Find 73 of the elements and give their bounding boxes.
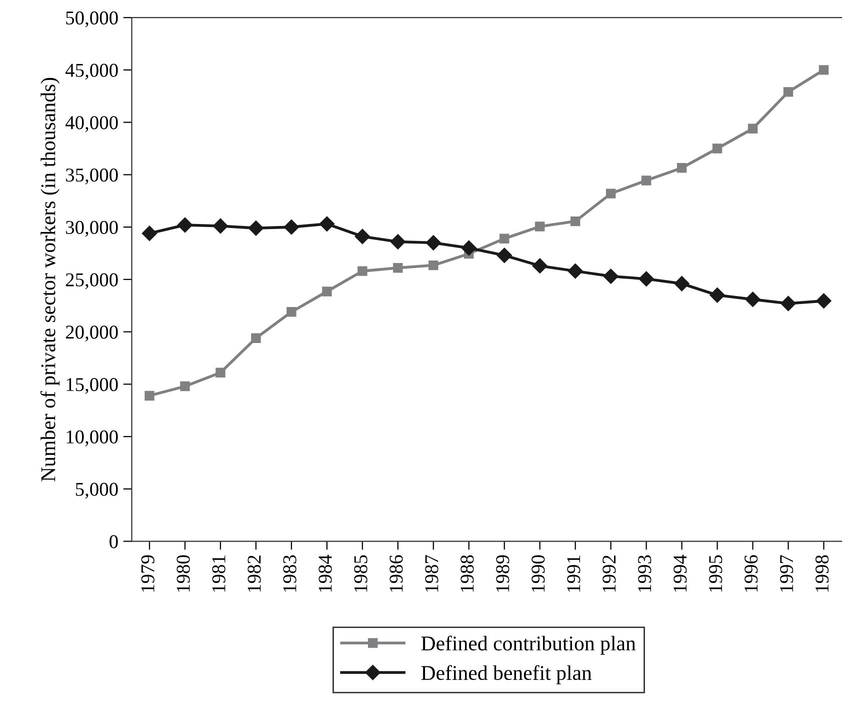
x-tick-label: 1982 [248, 556, 261, 592]
point [780, 296, 796, 312]
point [393, 263, 403, 273]
point [500, 234, 510, 244]
x-tick-label: 1983 [283, 555, 296, 592]
y-tick-label: 25,000 [66, 273, 118, 290]
point [358, 266, 368, 276]
point [674, 276, 690, 292]
point [319, 216, 334, 232]
x-tick-label: 1993 [638, 555, 652, 592]
point [606, 188, 616, 198]
point [534, 222, 545, 232]
point [390, 234, 406, 250]
point [816, 293, 832, 308]
point [461, 240, 476, 256]
point [638, 271, 654, 286]
x-tick-label: 1995 [709, 555, 722, 592]
y-tick-label: 50,000 [66, 11, 118, 28]
y-tick-label: 10,000 [66, 430, 118, 446]
point [428, 260, 438, 270]
point [748, 124, 758, 134]
x-tick-label: 1986 [390, 555, 403, 592]
point [710, 288, 725, 303]
y-tick-label: 40,000 [65, 116, 118, 132]
y-tick-label: 45,000 [65, 64, 118, 80]
point [496, 248, 512, 263]
point [177, 217, 193, 233]
x-tick-label: 1988 [460, 555, 474, 592]
point [251, 333, 261, 343]
point [783, 87, 794, 97]
legend-label: Defined benefit plan [421, 665, 592, 684]
point [248, 220, 264, 236]
point [568, 263, 583, 279]
x-tick-label: 1991 [567, 556, 580, 592]
x-tick-label: 1996 [744, 555, 758, 592]
y-tick-label: 15,000 [66, 378, 118, 394]
legend-label: Defined contribution plan [421, 636, 636, 655]
x-tick-label: 1998 [816, 555, 829, 592]
x-tick-label: 1984 [318, 554, 332, 592]
point [212, 218, 228, 234]
point [144, 390, 154, 401]
point [676, 163, 687, 173]
x-tick-label: 1989 [496, 555, 510, 592]
y-tick-label: 30,000 [66, 220, 118, 237]
point [570, 216, 580, 226]
point [180, 381, 190, 392]
point [712, 144, 722, 154]
x-tick-label: 1997 [780, 555, 794, 592]
x-tick-label: 1979 [141, 555, 154, 592]
x-tick-label: 1981 [212, 556, 226, 592]
y-tick-label: 20,000 [66, 326, 118, 342]
point [603, 268, 618, 284]
x-tick-label: 1980 [176, 555, 190, 592]
point [216, 368, 226, 378]
y-axis-title: Number of private sector workers (in thousands) [40, 78, 60, 482]
point [286, 307, 296, 317]
point [818, 65, 829, 75]
x-tick-label: 1990 [532, 555, 545, 592]
point [532, 258, 548, 274]
y-tick-label: 35,000 [66, 168, 118, 184]
y-tick-label: 5,000 [76, 482, 118, 499]
y-tick-label: 0 [110, 535, 118, 548]
x-tick-label: 1994 [674, 554, 687, 592]
point [354, 228, 370, 244]
point [641, 176, 652, 186]
point [322, 286, 332, 296]
x-tick-label: 1987 [425, 555, 438, 592]
x-tick-label: 1985 [354, 555, 368, 592]
point [284, 220, 300, 235]
point [142, 226, 158, 241]
point [745, 292, 760, 307]
point [426, 235, 441, 250]
x-tick-label: 1992 [602, 556, 616, 592]
